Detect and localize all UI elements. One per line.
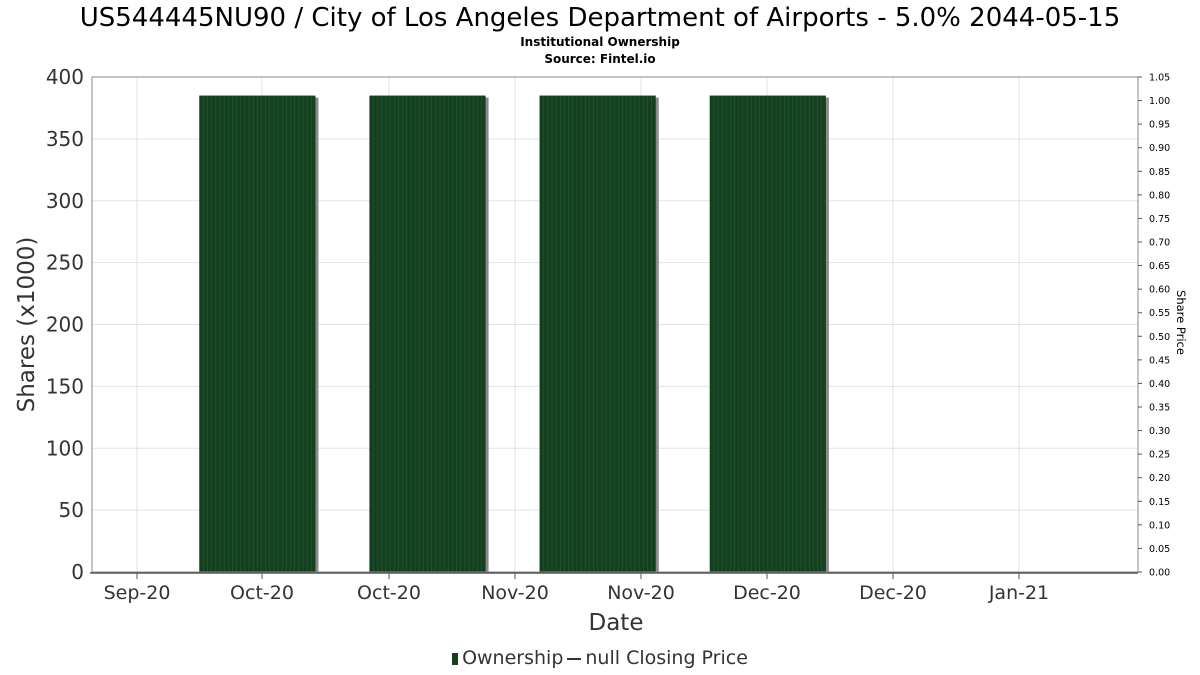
y2-tick-label: 1.05 <box>1149 73 1170 84</box>
y2-tick-label: 0.50 <box>1149 332 1170 343</box>
y2-tick-label: 0.45 <box>1149 355 1170 366</box>
y2-tick-label: 0.05 <box>1149 544 1170 555</box>
legend: Ownership null Closing Price <box>0 646 1200 670</box>
y2-tick-label: 0.30 <box>1149 426 1170 437</box>
y2-tick-label: 0.00 <box>1149 568 1170 579</box>
y-tick-label: 150 <box>46 374 84 398</box>
x-tick-label: Oct-20 <box>357 582 421 604</box>
y2-axis-label: Share Price <box>1174 290 1188 355</box>
y2-tick-label: 0.35 <box>1149 403 1170 414</box>
y-tick-label: 250 <box>46 251 84 275</box>
y-tick-label: 50 <box>59 498 84 522</box>
y-tick-label: 300 <box>46 189 84 213</box>
x-axis-label: Date <box>589 610 644 636</box>
y2-tick-label: 0.90 <box>1149 143 1170 154</box>
y2-tick-label: 0.75 <box>1149 214 1170 225</box>
y-tick-label: 100 <box>46 436 84 460</box>
y-axis-label: Shares (x1000) <box>14 237 40 413</box>
y2-tick-label: 0.20 <box>1149 473 1170 484</box>
plot-frame <box>91 76 1139 573</box>
y-tick-label: 400 <box>46 65 84 89</box>
y2-tick-label: 0.25 <box>1149 450 1170 461</box>
y-tick-label: 350 <box>46 127 84 151</box>
y2-tick-label: 0.40 <box>1149 379 1170 390</box>
chart-title: US544445NU90 / City of Los Angeles Depar… <box>79 3 1121 33</box>
x-tick-label: Nov-20 <box>607 582 675 604</box>
chart-source: Source: Fintel.io <box>544 52 656 66</box>
x-tick-label: Sep-20 <box>104 582 171 604</box>
y2-tick-label: 0.55 <box>1149 308 1170 319</box>
y2-tick-label: 0.10 <box>1149 520 1170 531</box>
y2-tick-label: 0.65 <box>1149 261 1170 272</box>
y2-tick-label: 0.85 <box>1149 167 1170 178</box>
x-tick-label: Dec-20 <box>859 582 927 604</box>
legend-price-label: null Closing Price <box>585 647 748 669</box>
y2-tick-label: 0.15 <box>1149 497 1170 508</box>
x-tick-label: Oct-20 <box>230 582 294 604</box>
y-tick-label: 200 <box>46 313 84 337</box>
y2-tick-label: 0.95 <box>1149 120 1170 131</box>
y2-tick-label: 1.00 <box>1149 96 1170 107</box>
x-tick-label: Jan-21 <box>988 582 1049 604</box>
legend-ownership-label: Ownership <box>462 647 564 669</box>
x-tick-label: Nov-20 <box>481 582 549 604</box>
y-tick-label: 0 <box>71 560 84 584</box>
legend-ownership-swatch <box>452 652 459 665</box>
y2-tick-label: 0.80 <box>1149 190 1170 201</box>
chart-subtitle: Institutional Ownership <box>520 35 680 49</box>
legend-price-line <box>567 657 582 660</box>
y2-tick-label: 0.60 <box>1149 285 1170 296</box>
x-tick-label: Dec-20 <box>733 582 801 604</box>
y2-tick-label: 0.70 <box>1149 238 1170 249</box>
